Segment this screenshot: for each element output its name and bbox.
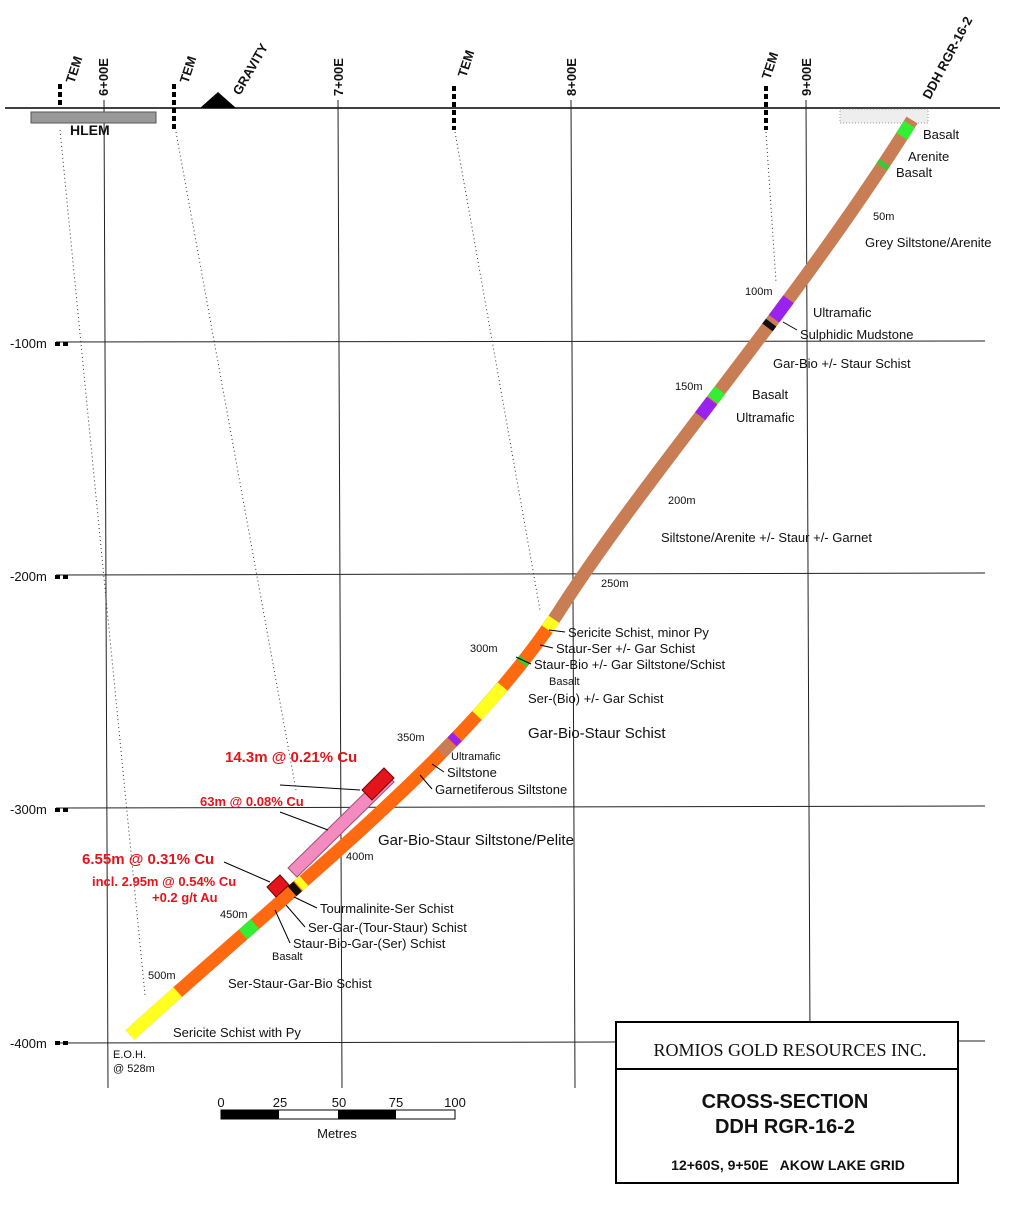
tem-projections	[59, 129, 777, 996]
hole-depth: 500m	[148, 970, 176, 982]
grid	[55, 99, 986, 1089]
depth-label: -100m	[10, 336, 47, 351]
unit-label: Arenite	[908, 149, 949, 164]
unit-label: Basalt	[923, 127, 960, 142]
unit-label: Staur-Bio-Gar-(Ser) Schist	[293, 936, 446, 951]
depth-label: -200m	[10, 569, 47, 584]
unit-label: Gar-Bio-Staur Schist	[528, 725, 666, 742]
hole-title: DDH RGR-16-2	[715, 1116, 855, 1138]
hole-depth: 400m	[346, 851, 374, 863]
survey-label: TEM	[63, 54, 86, 85]
hole-depth: 50m	[873, 211, 894, 223]
hlem-bar	[30, 111, 157, 124]
unit-label: Ser-Gar-(Tour-Staur) Schist	[308, 920, 467, 935]
intercept-label: 6.55m @ 0.31% Cu	[82, 851, 214, 868]
station-label: 7+00E	[331, 58, 346, 96]
unit-label: Staur-Ser +/- Gar Schist	[556, 641, 695, 656]
intercept-label: +0.2 g/t Au	[152, 890, 218, 905]
survey-label: TEM	[177, 54, 200, 85]
survey-label: TEM	[759, 50, 782, 81]
unit-label: Sericite Schist with Py	[173, 1025, 301, 1040]
survey-label: GRAVITY	[230, 41, 272, 98]
station-label: 6+00E	[96, 58, 111, 96]
unit-label: Gar-Bio-Staur Siltstone/Pelite	[378, 832, 574, 849]
unit-label: Gar-Bio +/- Staur Schist	[773, 356, 911, 371]
title: CROSS-SECTION	[702, 1091, 869, 1113]
unit-label: Sulphidic Mudstone	[800, 327, 913, 342]
station-label: 9+00E	[799, 58, 814, 96]
unit-label: Basalt	[549, 676, 580, 688]
hole-depth: 350m	[397, 732, 425, 744]
leader-lines	[223, 321, 798, 944]
survey-label: HLEM	[70, 122, 110, 138]
eoh-label: @ 528m	[113, 1063, 155, 1075]
survey-ticks	[58, 84, 768, 132]
unit-label: Siltstone/Arenite +/- Staur +/- Garnet	[661, 530, 872, 545]
hole-depth: 150m	[675, 381, 703, 393]
hole-depth: 300m	[470, 643, 498, 655]
company: ROMIOS GOLD RESOURCES INC.	[653, 1040, 926, 1060]
drill-hole	[125, 116, 918, 1040]
scale-bar	[220, 1109, 456, 1120]
unit-label: Grey Siltstone/Arenite	[865, 235, 991, 250]
scale-tick: 0	[217, 1095, 224, 1110]
gravity-marker	[200, 92, 236, 108]
scale-tick: 25	[273, 1095, 287, 1110]
scale-unit: Metres	[317, 1126, 357, 1141]
scale-tick: 50	[332, 1095, 346, 1110]
unit-label: Ser-(Bio) +/- Gar Schist	[528, 691, 664, 706]
hole-depth: 250m	[601, 578, 629, 590]
unit-label: Basalt	[752, 387, 789, 402]
unit-label: Basalt	[272, 951, 303, 963]
intercept-label: incl. 2.95m @ 0.54% Cu	[92, 874, 236, 889]
hole-depth: 100m	[745, 286, 773, 298]
unit-label: Sericite Schist, minor Py	[568, 625, 709, 640]
eoh-label: E.O.H.	[113, 1049, 146, 1061]
unit-label: Ultramafic	[451, 751, 501, 763]
unit-label: Ultramafic	[736, 410, 795, 425]
drillhole-label: DDH RGR-16-2	[919, 14, 975, 101]
station-label: 8+00E	[564, 58, 579, 96]
unit-label: Staur-Bio +/- Gar Siltstone/Schist	[534, 657, 725, 672]
hole-depth: 200m	[668, 495, 696, 507]
location: 12+60S, 9+50E AKOW LAKE GRID	[671, 1157, 905, 1173]
unit-label: Tourmalinite-Ser Schist	[320, 901, 454, 916]
survey-label: TEM	[455, 48, 478, 79]
overburden	[839, 108, 929, 124]
intercept-label: 14.3m @ 0.21% Cu	[225, 749, 357, 766]
depth-ticks	[55, 342, 70, 1045]
hole-depth: 450m	[220, 909, 248, 921]
depth-label: -400m	[10, 1036, 47, 1051]
depth-label: -300m	[10, 802, 47, 817]
unit-label: Basalt	[896, 165, 933, 180]
unit-label: Siltstone	[447, 765, 497, 780]
unit-label: Garnetiferous Siltstone	[435, 782, 567, 797]
scale-tick: 75	[389, 1095, 403, 1110]
unit-label: Ser-Staur-Gar-Bio Schist	[228, 976, 372, 991]
unit-label: Ultramafic	[813, 305, 872, 320]
scale-tick: 100	[444, 1095, 466, 1110]
intercept-label: 63m @ 0.08% Cu	[200, 794, 304, 809]
intercept-bars	[266, 767, 395, 898]
title-block	[615, 1021, 959, 1184]
